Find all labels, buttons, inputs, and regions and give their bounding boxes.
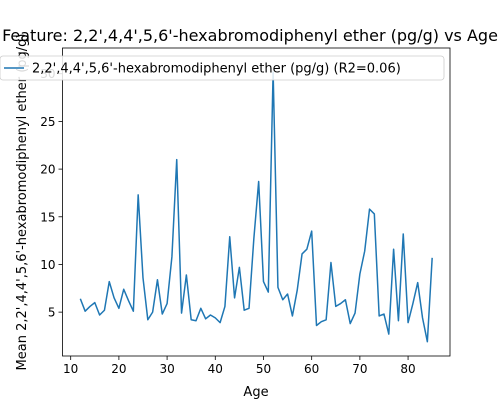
x-tick-label: 40 bbox=[208, 362, 223, 376]
y-tick-label: 10 bbox=[40, 258, 55, 272]
y-tick-label: 5 bbox=[48, 306, 56, 320]
y-tick-label: 15 bbox=[40, 210, 55, 224]
series-layer bbox=[79, 71, 433, 343]
legend-box bbox=[0, 55, 445, 81]
y-tick-label: 25 bbox=[40, 115, 55, 129]
x-tick-label: 80 bbox=[400, 362, 415, 376]
x-tick-label: 20 bbox=[111, 362, 126, 376]
x-axis-ticks: 10 20 30 40 50 60 70 80 bbox=[63, 356, 416, 376]
series-line bbox=[79, 71, 433, 343]
x-axis-label: Age bbox=[243, 385, 268, 400]
x-tick-label: 50 bbox=[256, 362, 271, 376]
chart-title: Feature: 2,2',4,4',5,6'-hexabromodipheny… bbox=[2, 26, 498, 45]
x-tick-label: 60 bbox=[304, 362, 319, 376]
x-tick-label: 70 bbox=[352, 362, 367, 376]
plot-area: 10 20 30 40 50 60 70 80 5 10 15 20 25 30 bbox=[40, 47, 451, 376]
y-axis-label: Mean 2,2',4,4',5,6'-hexabromodiphenyl et… bbox=[15, 34, 30, 371]
plot-frame bbox=[62, 47, 451, 357]
x-tick-label: 10 bbox=[63, 362, 78, 376]
x-tick-label: 30 bbox=[159, 362, 174, 376]
legend-label: 2,2',4,4',5,6'-hexabromodiphenyl ether (… bbox=[32, 62, 401, 77]
y-tick-label: 20 bbox=[40, 163, 55, 177]
y-axis-ticks: 51015202530 bbox=[40, 67, 63, 320]
legend: 2,2',4,4',5,6'-hexabromodiphenyl ether (… bbox=[0, 55, 445, 81]
